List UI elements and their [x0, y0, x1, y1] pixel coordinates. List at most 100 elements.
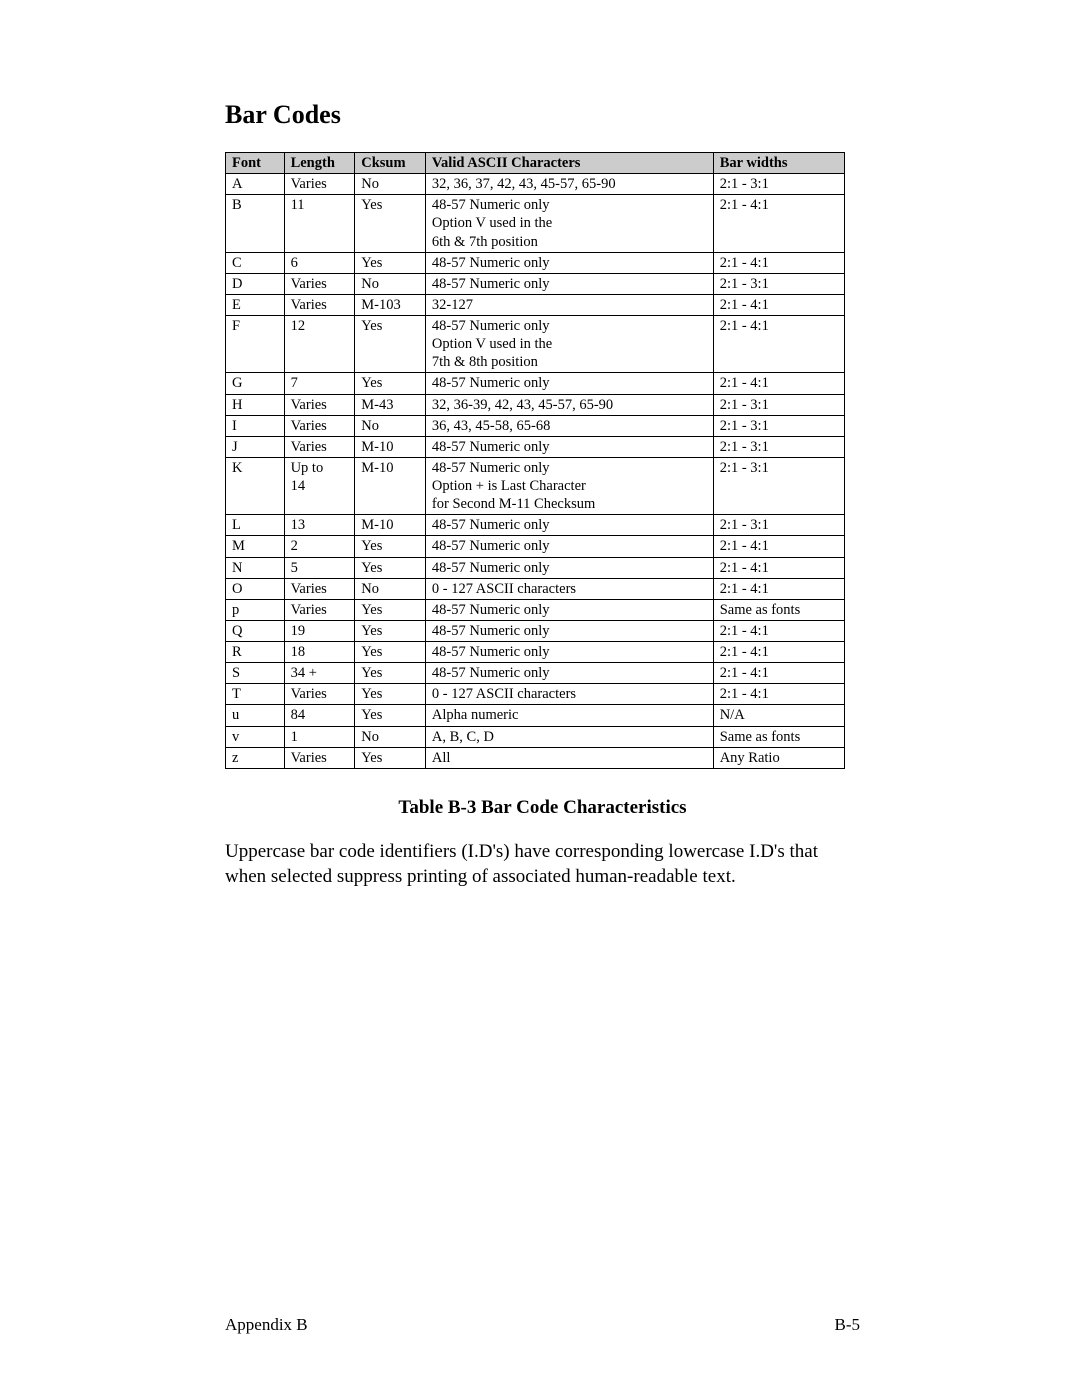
table-row: u84YesAlpha numericN/A — [226, 705, 845, 726]
table-cell: 48-57 Numeric only — [425, 557, 713, 578]
table-cell: G — [226, 373, 285, 394]
table-cell: 2:1 - 3:1 — [713, 457, 844, 514]
table-cell: 2:1 - 4:1 — [713, 373, 844, 394]
table-row: C6Yes48-57 Numeric only2:1 - 4:1 — [226, 252, 845, 273]
table-cell: No — [355, 273, 426, 294]
table-cell: 48-57 Numeric only — [425, 642, 713, 663]
table-cell: All — [425, 747, 713, 768]
table-cell: 2:1 - 3:1 — [713, 415, 844, 436]
table-cell: 48-57 Numeric only — [425, 273, 713, 294]
table-cell: M-10 — [355, 436, 426, 457]
table-cell: Yes — [355, 747, 426, 768]
table-cell: M-10 — [355, 457, 426, 514]
table-cell: No — [355, 726, 426, 747]
table-row: KUp to14M-1048-57 Numeric onlyOption + i… — [226, 457, 845, 514]
table-cell: 48-57 Numeric only — [425, 373, 713, 394]
table-cell: 84 — [284, 705, 355, 726]
footer-right: B-5 — [835, 1315, 861, 1335]
table-cell: M-103 — [355, 294, 426, 315]
table-cell: Yes — [355, 536, 426, 557]
table-cell: 48-57 Numeric onlyOption + is Last Chara… — [425, 457, 713, 514]
table-cell: Varies — [284, 578, 355, 599]
table-cell: Yes — [355, 684, 426, 705]
table-cell: 2:1 - 3:1 — [713, 436, 844, 457]
table-cell: 48-57 Numeric only — [425, 436, 713, 457]
table-cell: J — [226, 436, 285, 457]
table-row: N5Yes48-57 Numeric only2:1 - 4:1 — [226, 557, 845, 578]
table-row: F12Yes48-57 Numeric onlyOption V used in… — [226, 316, 845, 373]
page-title: Bar Codes — [225, 100, 860, 130]
table-cell: A, B, C, D — [425, 726, 713, 747]
table-cell: No — [355, 415, 426, 436]
table-cell: M-10 — [355, 515, 426, 536]
table-cell: Same as fonts — [713, 599, 844, 620]
table-cell: Same as fonts — [713, 726, 844, 747]
table-cell: 2:1 - 4:1 — [713, 316, 844, 373]
table-cell: O — [226, 578, 285, 599]
table-cell: B — [226, 195, 285, 252]
table-cell: Yes — [355, 599, 426, 620]
table-cell: 48-57 Numeric only — [425, 663, 713, 684]
table-cell: 2 — [284, 536, 355, 557]
table-caption: Table B-3 Bar Code Characteristics — [225, 797, 860, 819]
document-page: Bar Codes Font Length Cksum Valid ASCII … — [0, 0, 1080, 1397]
table-cell: Up to14 — [284, 457, 355, 514]
table-cell: F — [226, 316, 285, 373]
table-cell: z — [226, 747, 285, 768]
table-cell: 2:1 - 4:1 — [713, 684, 844, 705]
table-cell: 2:1 - 4:1 — [713, 663, 844, 684]
table-cell: 48-57 Numeric only — [425, 599, 713, 620]
table-cell: Q — [226, 620, 285, 641]
table-cell: Yes — [355, 373, 426, 394]
table-cell: S — [226, 663, 285, 684]
table-cell: 32, 36, 37, 42, 43, 45-57, 65-90 — [425, 174, 713, 195]
table-row: L13M-1048-57 Numeric only2:1 - 3:1 — [226, 515, 845, 536]
table-cell: 2:1 - 3:1 — [713, 515, 844, 536]
table-cell: 2:1 - 4:1 — [713, 294, 844, 315]
table-cell: 0 - 127 ASCII characters — [425, 578, 713, 599]
table-row: v1NoA, B, C, DSame as fonts — [226, 726, 845, 747]
col-header: Length — [284, 153, 355, 174]
table-cell: Varies — [284, 174, 355, 195]
table-cell: E — [226, 294, 285, 315]
footer-left: Appendix B — [225, 1315, 308, 1335]
table-cell: p — [226, 599, 285, 620]
table-row: DVariesNo48-57 Numeric only2:1 - 3:1 — [226, 273, 845, 294]
table-cell: 2:1 - 4:1 — [713, 195, 844, 252]
table-row: M2Yes48-57 Numeric only2:1 - 4:1 — [226, 536, 845, 557]
table-row: JVariesM-1048-57 Numeric only2:1 - 3:1 — [226, 436, 845, 457]
page-footer: Appendix B B-5 — [225, 1315, 860, 1335]
table-row: AVariesNo32, 36, 37, 42, 43, 45-57, 65-9… — [226, 174, 845, 195]
table-cell: D — [226, 273, 285, 294]
table-cell: A — [226, 174, 285, 195]
table-cell: 5 — [284, 557, 355, 578]
table-cell: Varies — [284, 684, 355, 705]
table-cell: N/A — [713, 705, 844, 726]
table-cell: 1 — [284, 726, 355, 747]
col-header: Cksum — [355, 153, 426, 174]
table-cell: Varies — [284, 415, 355, 436]
table-cell: 34 + — [284, 663, 355, 684]
table-cell: T — [226, 684, 285, 705]
table-cell: L — [226, 515, 285, 536]
table-cell: 2:1 - 3:1 — [713, 394, 844, 415]
table-cell: Varies — [284, 599, 355, 620]
table-cell: 48-57 Numeric only — [425, 620, 713, 641]
table-cell: 48-57 Numeric onlyOption V used in the7t… — [425, 316, 713, 373]
table-cell: Varies — [284, 273, 355, 294]
table-cell: Alpha numeric — [425, 705, 713, 726]
table-cell: Yes — [355, 195, 426, 252]
table-row: IVariesNo36, 43, 45-58, 65-682:1 - 3:1 — [226, 415, 845, 436]
table-cell: 6 — [284, 252, 355, 273]
table-cell: Yes — [355, 620, 426, 641]
table-cell: Varies — [284, 394, 355, 415]
table-cell: 18 — [284, 642, 355, 663]
table-row: pVariesYes48-57 Numeric onlySame as font… — [226, 599, 845, 620]
table-cell: Varies — [284, 436, 355, 457]
table-row: HVariesM-4332, 36-39, 42, 43, 45-57, 65-… — [226, 394, 845, 415]
table-cell: 2:1 - 4:1 — [713, 578, 844, 599]
table-cell: 48-57 Numeric only — [425, 252, 713, 273]
body-paragraph: Uppercase bar code identifiers (I.D's) h… — [225, 839, 860, 890]
table-cell: Varies — [284, 747, 355, 768]
table-cell: v — [226, 726, 285, 747]
